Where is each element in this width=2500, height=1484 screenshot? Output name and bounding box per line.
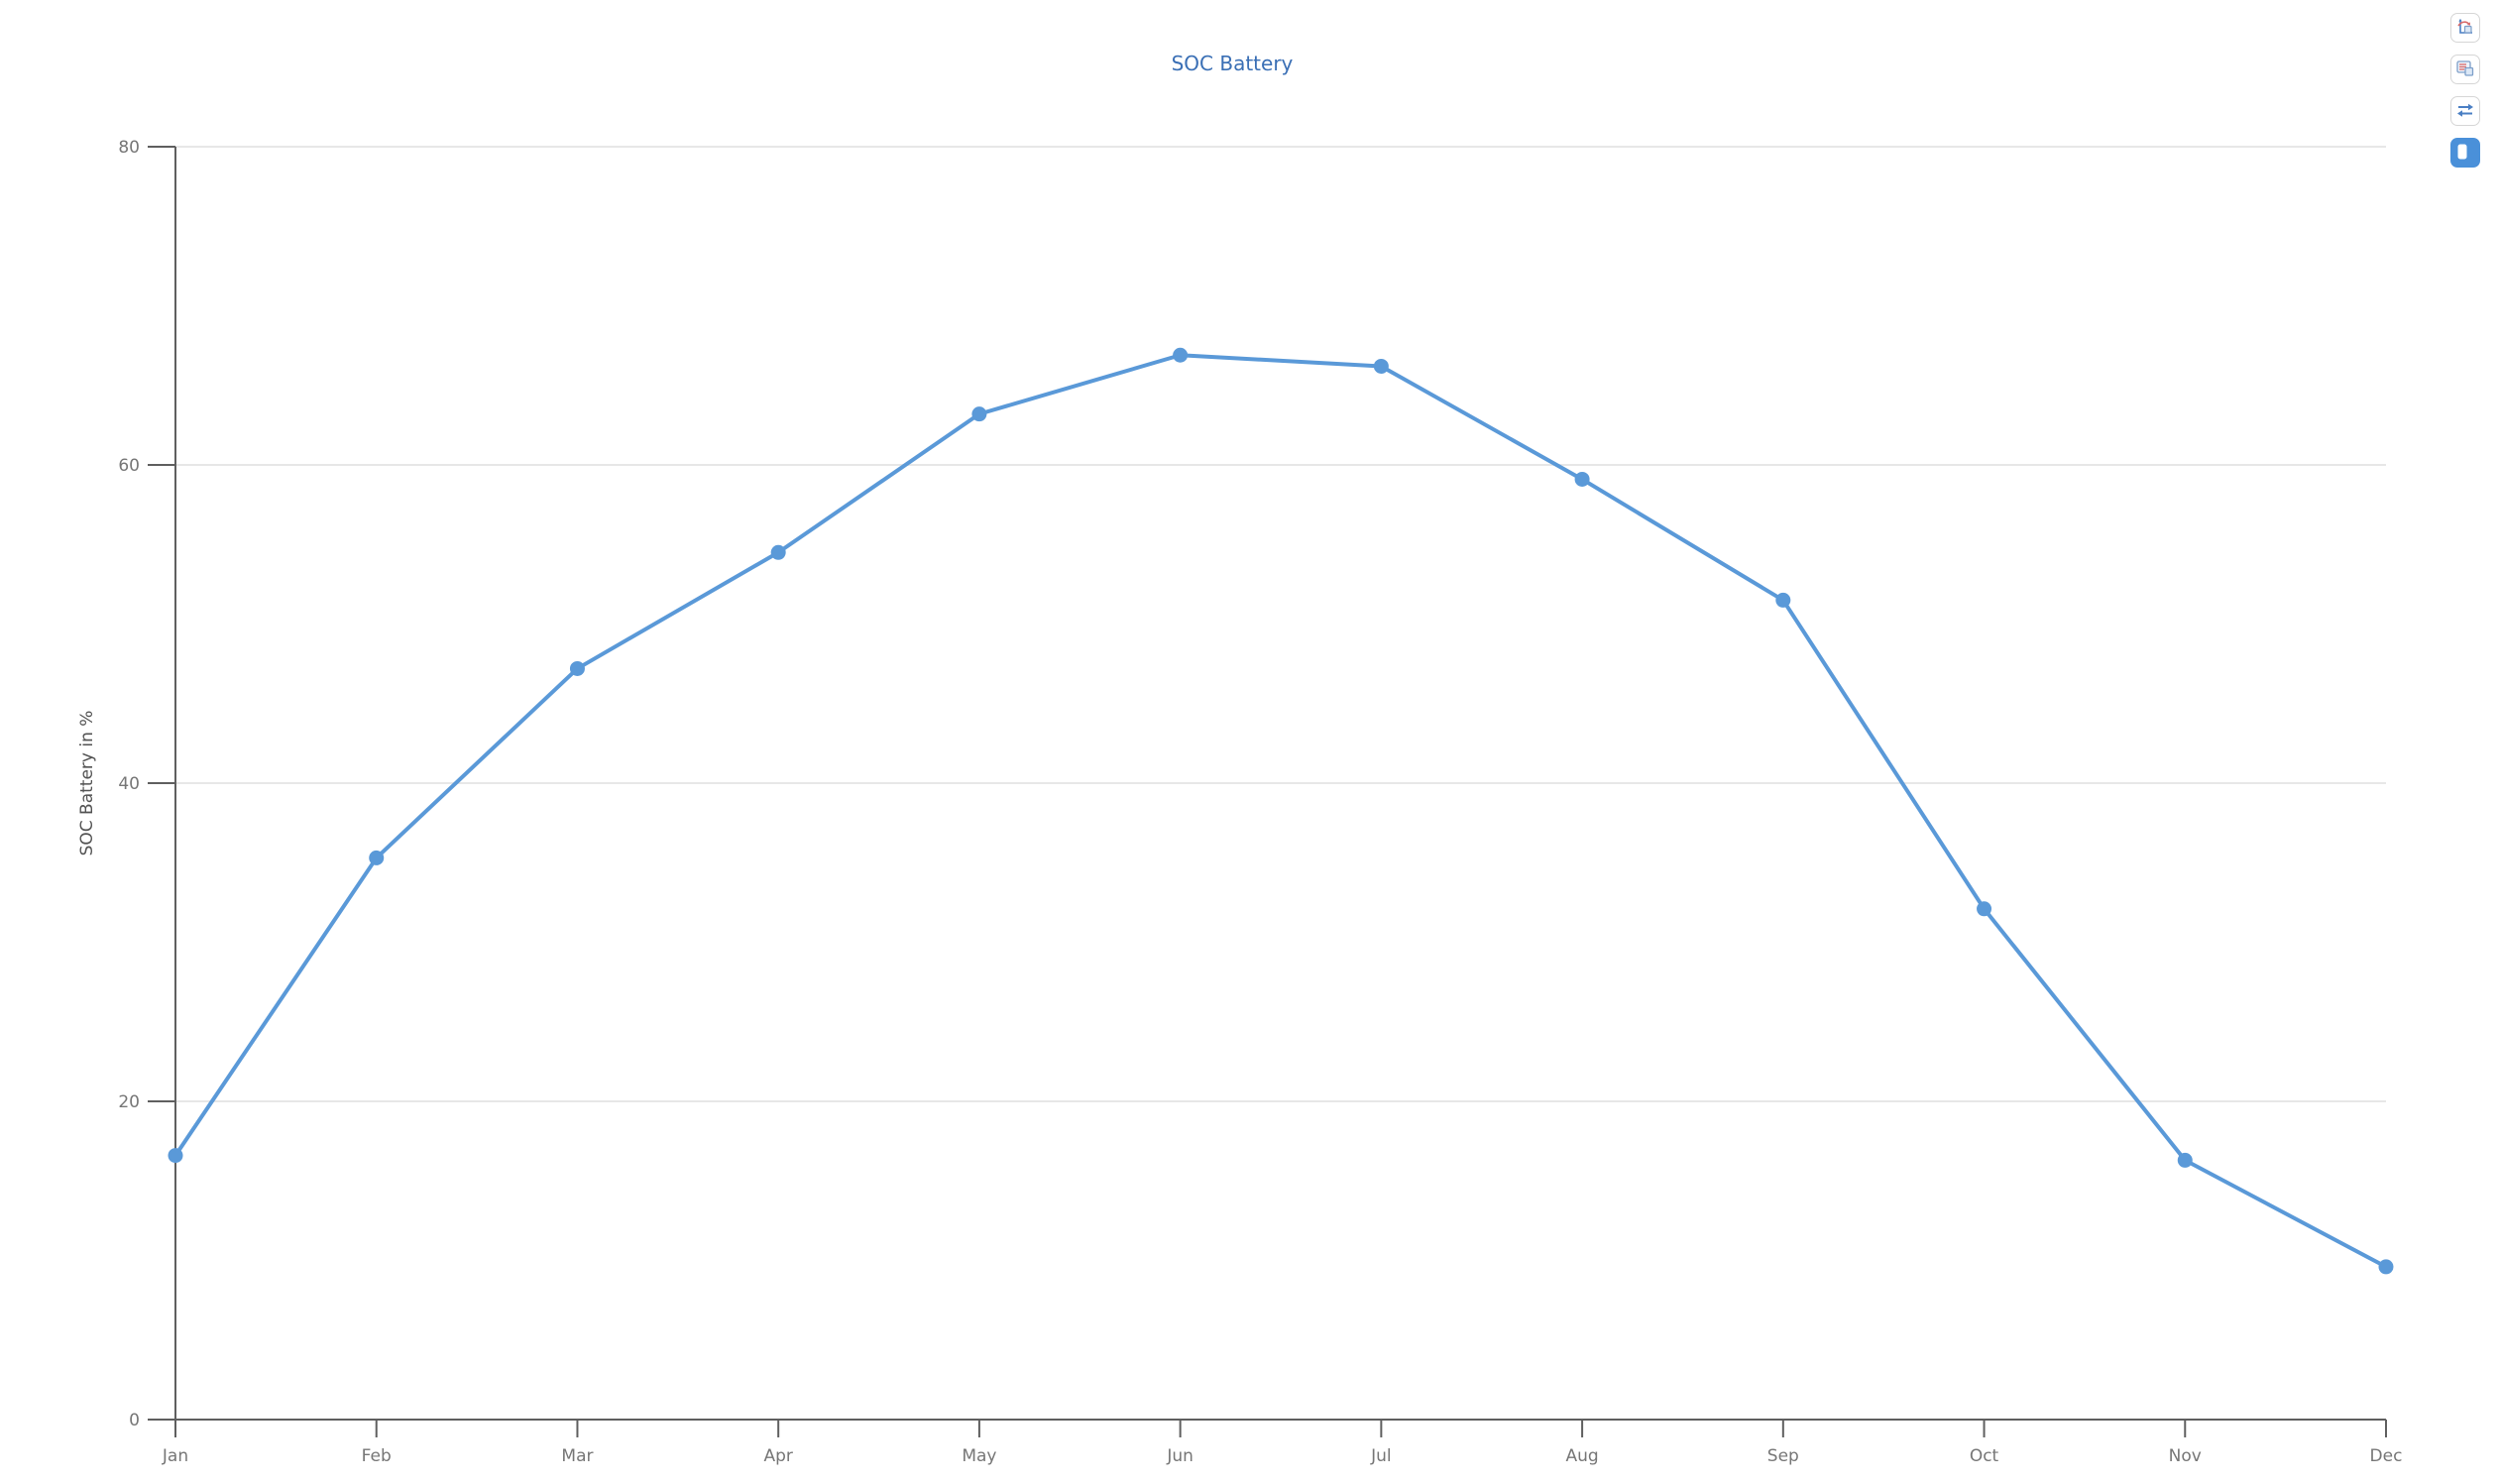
data-grid-button[interactable]	[2450, 55, 2480, 84]
data-point-jan[interactable]	[168, 1148, 183, 1164]
panel-toggle-button[interactable]	[2450, 138, 2480, 168]
x-tick-label: May	[962, 1446, 996, 1466]
x-tick-label: Jul	[1370, 1446, 1392, 1466]
x-tick-label: Feb	[362, 1446, 392, 1466]
data-grid-icon	[2455, 58, 2475, 81]
x-tick-label: Mar	[561, 1446, 593, 1466]
x-tick-label: Sep	[1767, 1446, 1799, 1466]
data-point-nov[interactable]	[2177, 1152, 2193, 1168]
x-tick-label: Oct	[1970, 1446, 1999, 1466]
x-tick-label: Apr	[763, 1446, 792, 1466]
data-point-feb[interactable]	[369, 850, 385, 865]
data-point-may[interactable]	[971, 406, 987, 422]
x-tick-label: Dec	[2370, 1446, 2403, 1466]
chart-title: SOC Battery	[1171, 52, 1294, 75]
x-tick-label: Jan	[162, 1446, 188, 1466]
data-point-apr[interactable]	[770, 544, 786, 560]
axes-chart-button[interactable]	[2450, 13, 2480, 43]
data-point-jul[interactable]	[1373, 358, 1389, 374]
data-point-mar[interactable]	[569, 660, 585, 676]
axes-chart-icon	[2455, 17, 2475, 40]
series-line	[173, 353, 2387, 1269]
y-tick-label: 0	[129, 1411, 140, 1430]
panel-toggle-icon	[2454, 141, 2476, 166]
chart-toolbar	[2450, 13, 2480, 168]
x-tick-label: Jun	[1166, 1446, 1193, 1466]
data-point-oct[interactable]	[1977, 901, 1992, 917]
x-tick-label: Aug	[1565, 1446, 1598, 1466]
y-tick-label: 80	[118, 138, 140, 158]
data-point-sep[interactable]	[1775, 592, 1791, 608]
x-tick-label: Nov	[2169, 1446, 2202, 1466]
data-point-aug[interactable]	[1574, 471, 1590, 487]
y-tick-label: 20	[118, 1092, 140, 1112]
data-point-dec[interactable]	[2378, 1259, 2394, 1275]
y-tick-label: 40	[118, 774, 140, 794]
swap-arrows-icon	[2455, 100, 2475, 123]
swap-arrows-button[interactable]	[2450, 96, 2480, 126]
y-tick-label: 60	[118, 456, 140, 476]
data-point-jun[interactable]	[1173, 347, 1189, 363]
